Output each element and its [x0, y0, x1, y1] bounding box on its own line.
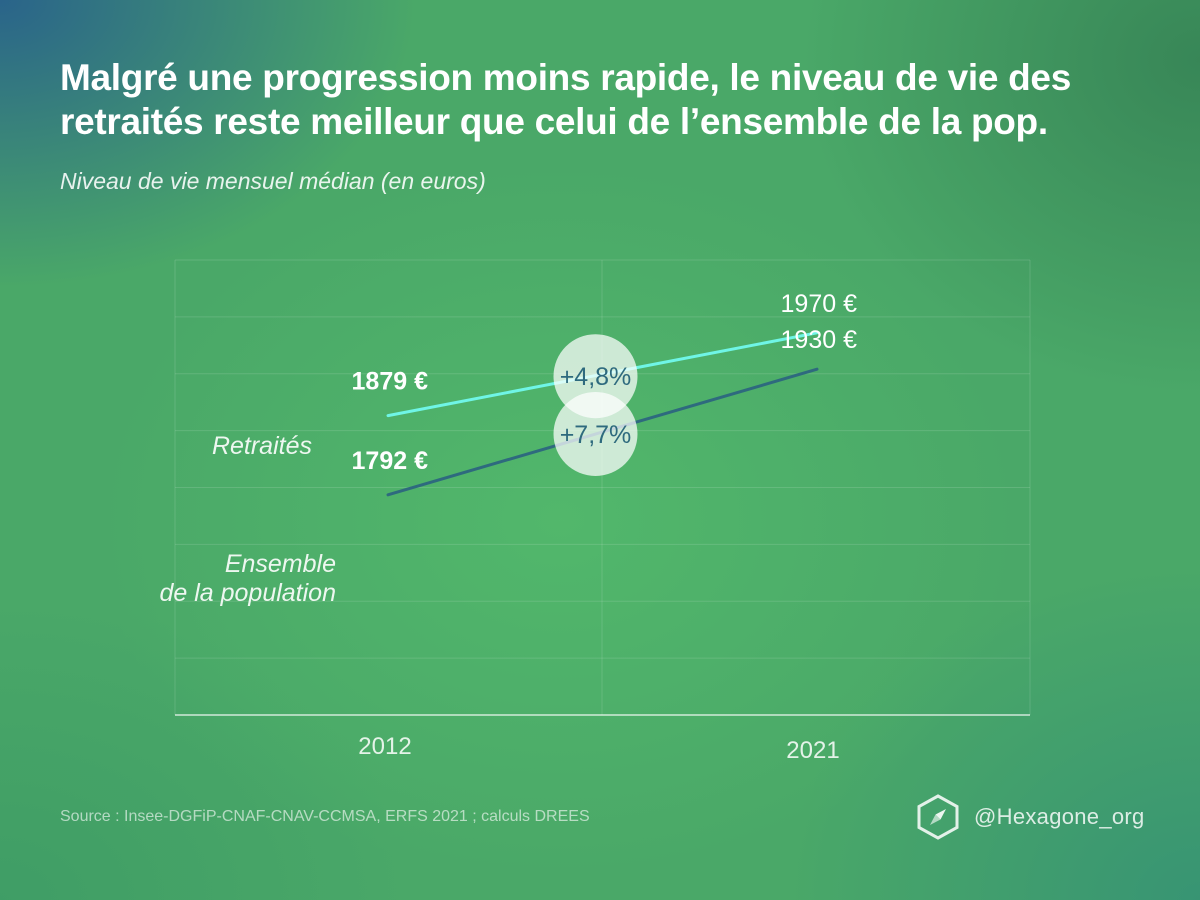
series-name-ensemble-line-2: de la population [159, 579, 336, 607]
change-label-ensemble: +7,7% [560, 421, 632, 449]
source-note: Source : Insee-DGFiP-CNAF-CNAV-CCMSA, ER… [60, 808, 590, 825]
chart-subtitle: Niveau de vie mensuel médian (en euros) [60, 168, 486, 194]
x-tick-label-2012: 2012 [358, 733, 411, 760]
change-label-retraites: +4,8% [560, 363, 632, 391]
x-tick-label-2021: 2021 [786, 737, 839, 764]
hexagon-compass-icon [917, 794, 959, 840]
data-label-retraites-2021: 1970 € [781, 290, 858, 318]
brand-handle: @Hexagone_org [974, 804, 1145, 829]
data-label-ensemble-2012: 1792 € [352, 447, 429, 475]
data-label-ensemble-2021: 1930 € [781, 326, 858, 354]
change-badge-ensemble [553, 391, 638, 476]
chart-title: Malgré une progression moins rapide, le … [60, 57, 1071, 142]
brand: @Hexagone_org [916, 794, 1145, 840]
series-name-ensemble-line-1: Ensemble [225, 550, 336, 578]
series-name-retraites: Retraités [212, 432, 312, 460]
data-label-retraites-2012: 1879 € [352, 368, 429, 396]
change-badge-retraites [553, 334, 638, 419]
